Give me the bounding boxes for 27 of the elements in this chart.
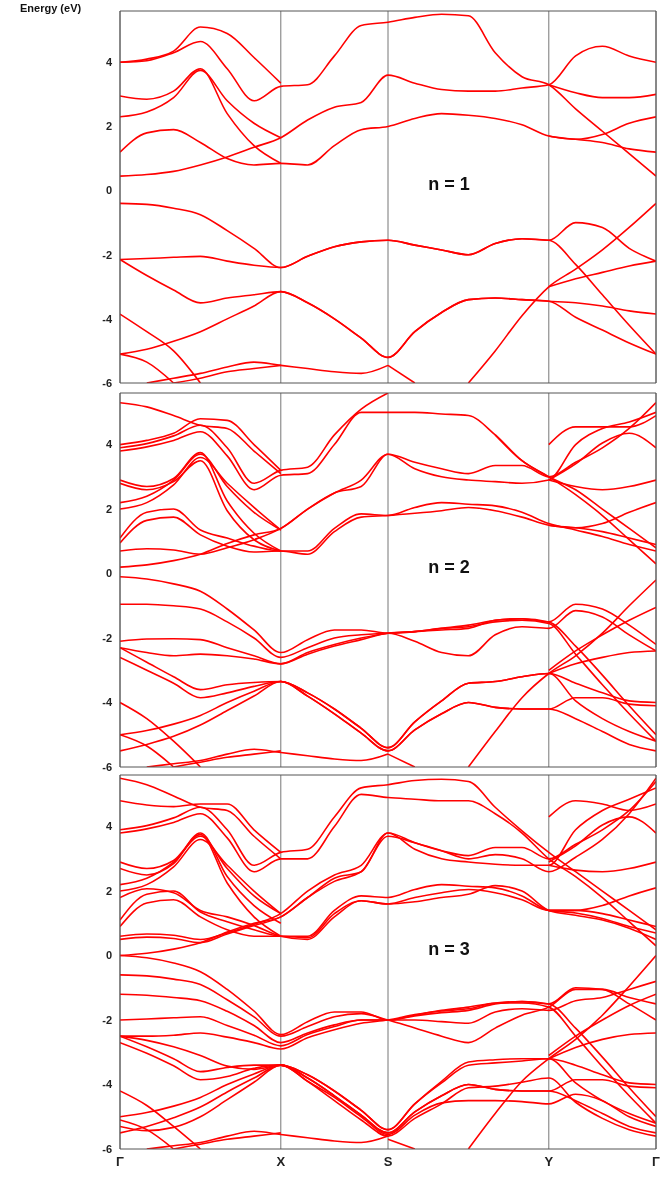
x-tick-label: Γ (652, 1154, 661, 1170)
y-tick-label: -2 (102, 631, 112, 644)
y-tick-label: -4 (102, 312, 113, 325)
annotation: n = 3 (428, 939, 470, 960)
y-tick-label: 2 (105, 884, 112, 897)
annotation: n = 2 (428, 557, 470, 578)
y-tick-label: 4 (105, 438, 113, 451)
y-tick-label: 4 (105, 820, 113, 833)
y-axis-title: Energy (eV) (20, 2, 82, 14)
x-tick-label: S (383, 1154, 393, 1170)
y-tick-label: 4 (105, 56, 113, 69)
y-tick-label: -2 (102, 1013, 112, 1026)
y-tick-label: -2 (102, 248, 112, 261)
y-tick-label: -6 (102, 760, 112, 773)
y-tick-label: -6 (102, 376, 112, 389)
y-tick-label: 2 (105, 502, 112, 515)
y-tick-label: -4 (102, 696, 113, 709)
x-tick-label: Γ (116, 1154, 125, 1170)
x-tick-label: X (276, 1154, 286, 1170)
y-tick-label: 0 (105, 949, 112, 962)
y-tick-label: 0 (105, 184, 112, 197)
x-tick-label: Y (544, 1154, 554, 1170)
y-tick-label: -6 (102, 1142, 112, 1155)
annotation: n = 1 (428, 174, 470, 196)
y-tick-label: 0 (105, 567, 112, 580)
y-tick-label: 2 (105, 120, 112, 133)
y-tick-label: -4 (102, 1078, 113, 1091)
